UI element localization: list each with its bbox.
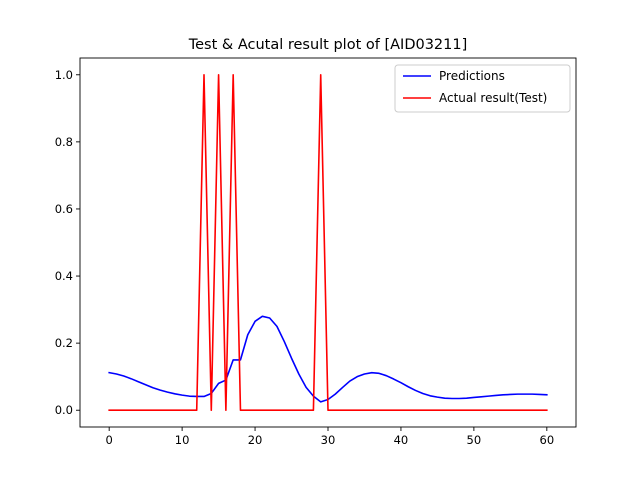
legend-box — [394, 64, 571, 113]
y-tick-label: 0.0 — [55, 403, 73, 417]
x-tick-label: 20 — [248, 433, 263, 447]
y-tick-label: 1.0 — [55, 68, 73, 82]
plot-area — [108, 73, 548, 412]
x-tick-label: 50 — [467, 433, 482, 447]
x-tick-label: 30 — [321, 433, 336, 447]
y-tick-label: 0.6 — [55, 202, 73, 216]
legend-label: Actual result(Test) — [439, 91, 547, 105]
chart-title: Test & Acutal result plot of [AID03211] — [188, 37, 468, 53]
series-line-actual-result — [108, 73, 548, 412]
legend-label: Predictions — [439, 69, 505, 83]
y-tick-label: 0.8 — [55, 135, 73, 149]
y-tick-label: 0.4 — [55, 269, 73, 283]
axes: 0 10 20 30 40 50 60 0.0 0.2 0.4 0.6 0.8 1.0 — [55, 57, 577, 447]
x-tick-label: 40 — [394, 433, 409, 447]
legend: Predictions Actual result(Test) — [394, 64, 571, 113]
x-tick-label: 60 — [540, 433, 555, 447]
x-tick-label: 10 — [175, 433, 190, 447]
y-tick-label: 0.2 — [55, 336, 73, 350]
x-tick-label: 0 — [106, 433, 113, 447]
